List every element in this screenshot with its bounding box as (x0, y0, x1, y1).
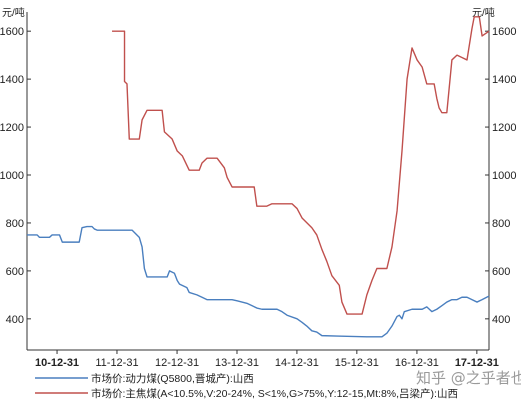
x-tick-label: 12-12-31 (155, 357, 199, 369)
right-y-tick-label: 600 (492, 266, 510, 278)
plot-frame (26, 12, 490, 351)
series-lines (27, 16, 490, 338)
x-tick-label: 15-12-31 (335, 357, 379, 369)
left-y-tick-label: 800 (6, 218, 24, 230)
left-y-tick-label: 400 (6, 314, 24, 326)
left-y-tick-label: 600 (6, 266, 24, 278)
x-tick-label: 17-12-31 (455, 357, 499, 369)
right-y-tick-label: 400 (492, 314, 510, 326)
series-line-steam-coal (27, 225, 490, 338)
left-y-tick-label: 1200 (0, 122, 24, 134)
x-tick-label: 13-12-31 (215, 357, 259, 369)
x-axis: 10-12-31 11-12-31 12-12-31 13-12-31 14-12-31… (35, 350, 499, 369)
right-y-tick-label: 1000 (492, 170, 516, 182)
right-y-tick-label: 1400 (492, 74, 516, 86)
left-y-tick-label: 1000 (0, 170, 24, 182)
x-tick-label: 16-12-31 (395, 357, 439, 369)
right-y-axis: 400 600 800 1000 1200 1400 1600 (485, 26, 516, 326)
left-y-axis: 400 600 800 1000 1200 1400 1600 (0, 26, 31, 326)
x-tick-label: 10-12-31 (35, 357, 79, 369)
legend-label-steam-coal: 市场价:动力煤(Q5800,晋城产):山西 (91, 372, 254, 385)
right-y-tick-label: 1600 (492, 26, 516, 38)
series-line-coking-coal (112, 16, 490, 315)
legend: 市场价:动力煤(Q5800,晋城产):山西 市场价:主焦煤(A<10.5%,V:… (35, 372, 458, 400)
left-y-unit: 元/吨 (2, 6, 25, 19)
right-y-tick-label: 1200 (492, 122, 516, 134)
right-y-tick-label: 800 (492, 218, 510, 230)
left-y-tick-label: 1600 (0, 26, 24, 38)
watermark: 知乎 @之乎者也 (416, 369, 521, 387)
x-tick-label: 11-12-31 (95, 357, 138, 369)
x-tick-label: 14-12-31 (275, 357, 319, 369)
left-y-tick-label: 1400 (0, 74, 24, 86)
legend-label-coking-coal: 市场价:主焦煤(A<10.5%,V:20-24%, S<1%,G>75%,Y:1… (91, 387, 458, 400)
